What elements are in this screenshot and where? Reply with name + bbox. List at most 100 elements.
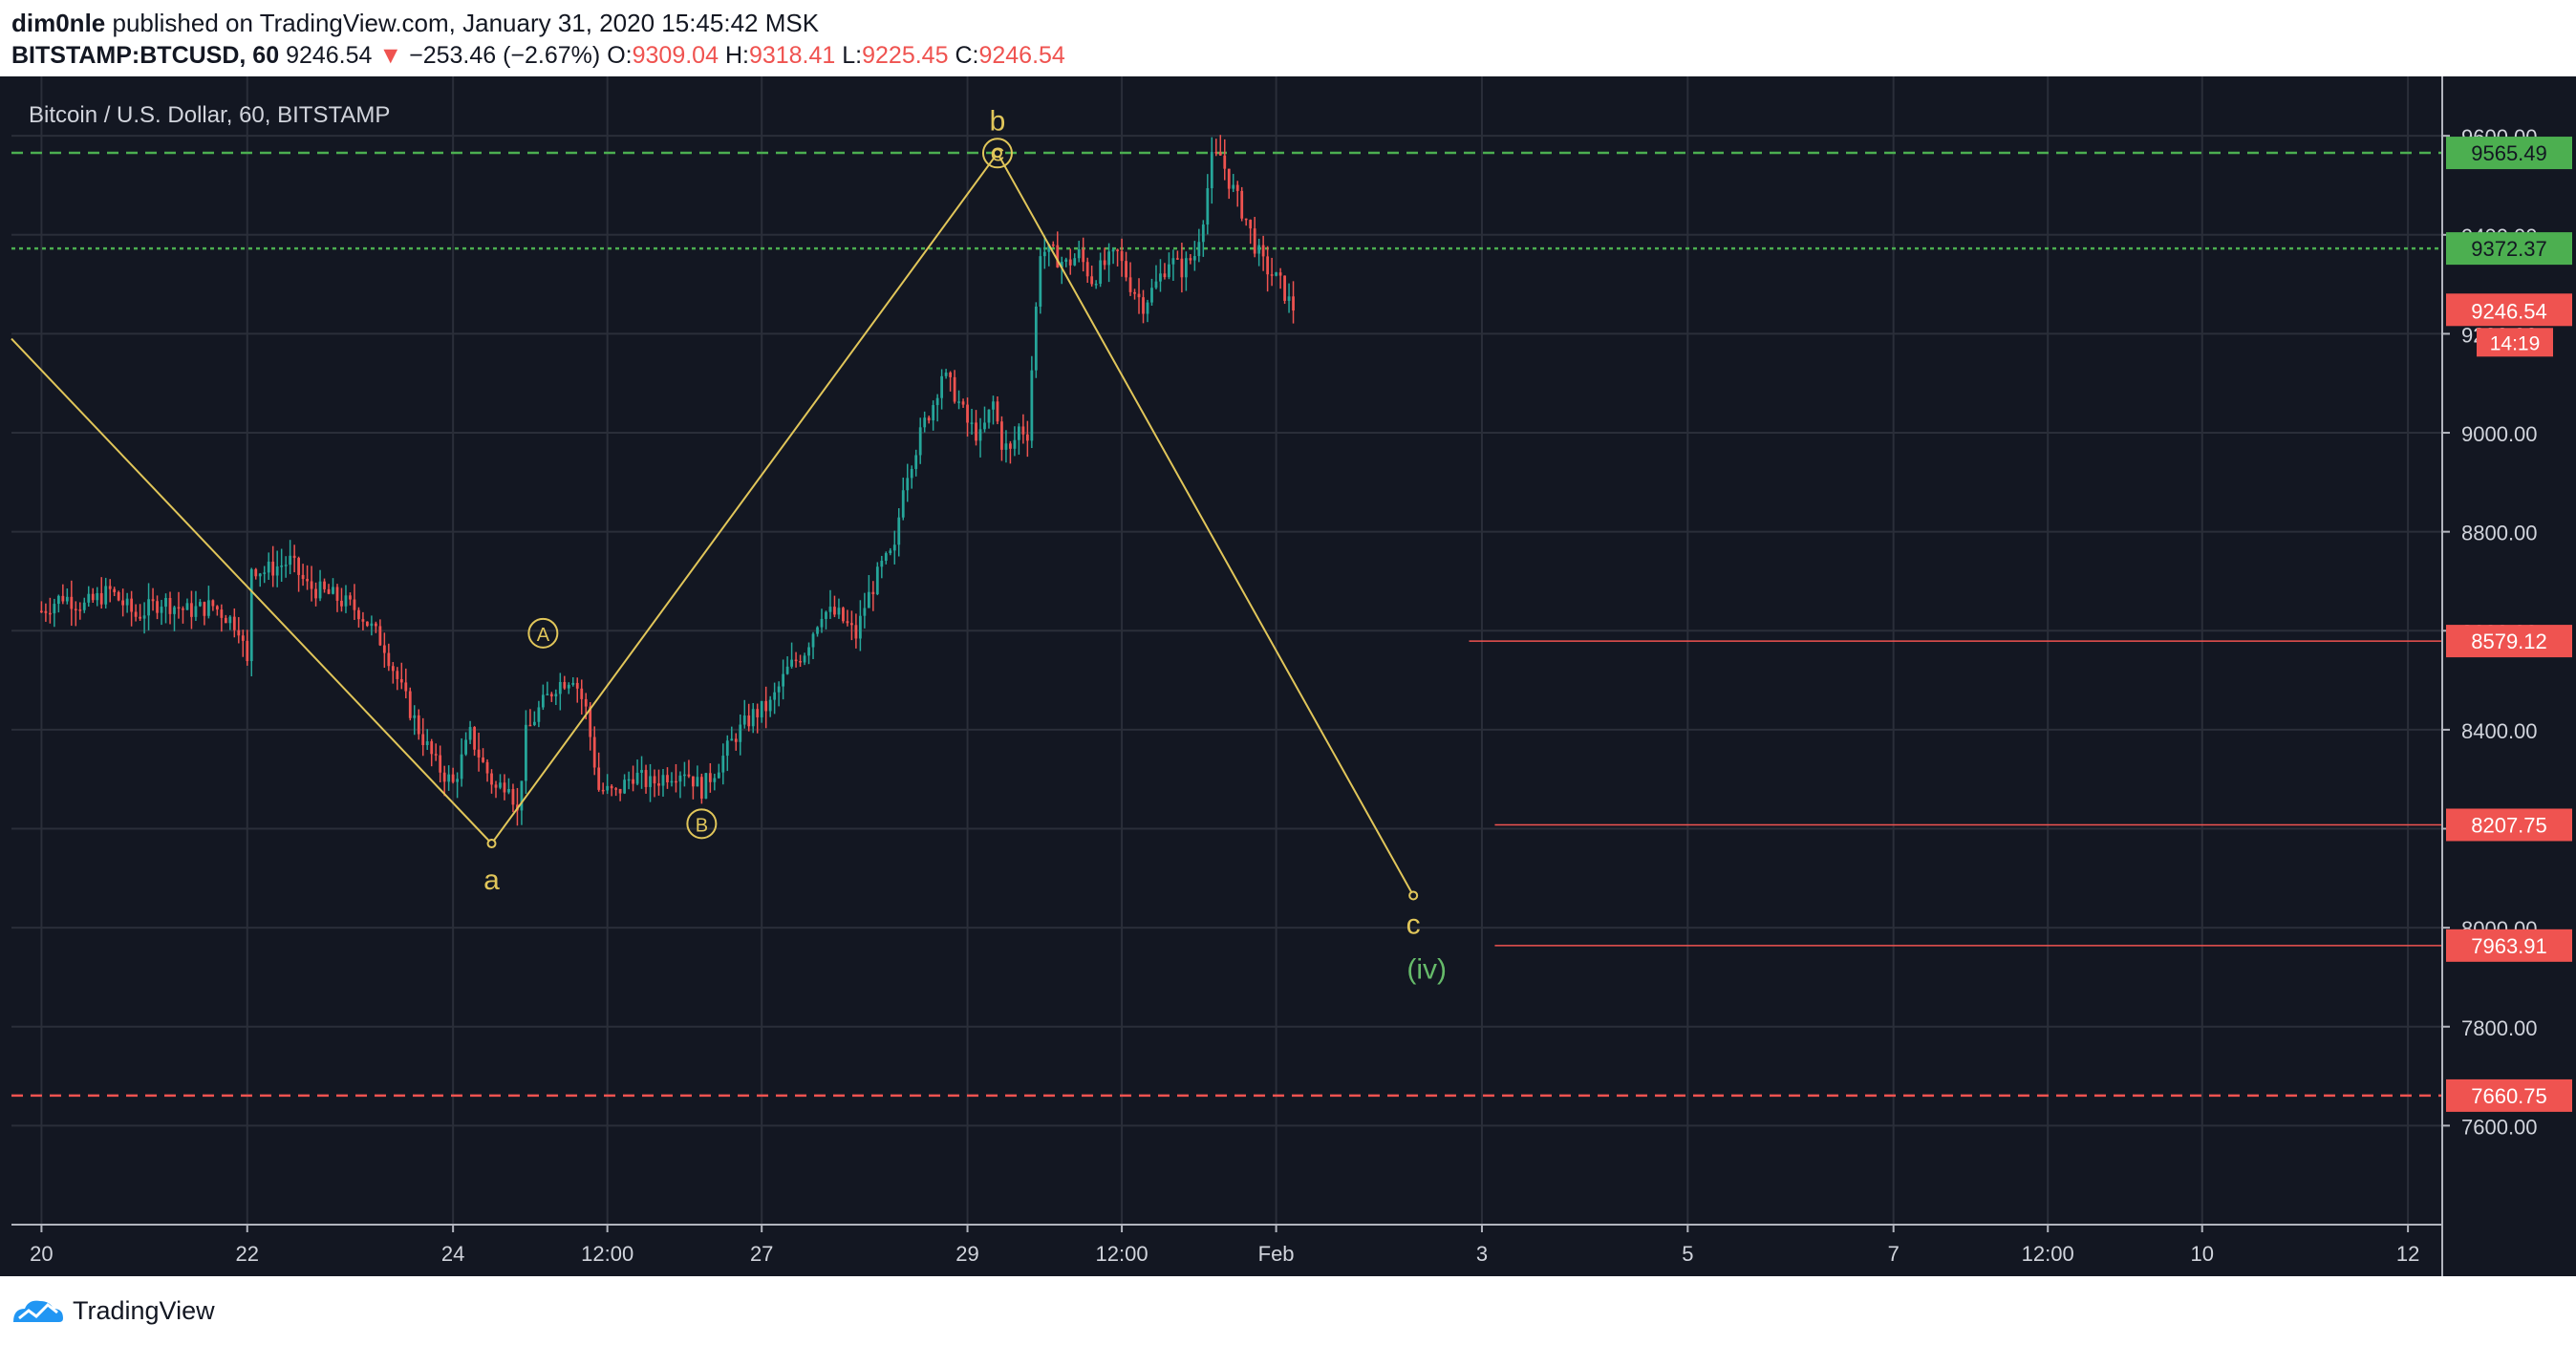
candle-body xyxy=(232,616,236,630)
candle-body xyxy=(627,779,631,781)
candle-body xyxy=(267,561,270,573)
candle-body xyxy=(751,709,755,727)
candle-body xyxy=(666,775,669,782)
down-arrow-icon: ▼ xyxy=(378,42,403,69)
candle-body xyxy=(1068,259,1072,266)
candle-body xyxy=(1000,421,1003,450)
candle-body xyxy=(816,627,819,634)
time-tick-label: 12:00 xyxy=(2022,1242,2074,1266)
candle-body xyxy=(499,782,502,788)
candle-body xyxy=(1223,155,1227,169)
candle-body xyxy=(940,375,944,398)
candle-body xyxy=(756,709,760,717)
price-axis-labels: 9565.49 9372.37 8579.12 8207.75 7963.91 7660.… xyxy=(2446,137,2572,1112)
candle-body xyxy=(820,618,824,628)
candle-body xyxy=(503,782,506,793)
candle-body xyxy=(318,581,322,599)
candle-body xyxy=(713,778,717,782)
wave-label-b: b xyxy=(990,105,1006,137)
level-price-tag xyxy=(2446,137,2572,170)
candle-body xyxy=(323,581,326,589)
candle-body xyxy=(863,608,867,616)
candle-body xyxy=(717,772,720,779)
candle-body xyxy=(382,645,386,653)
candle-body xyxy=(177,607,181,609)
candle-body xyxy=(987,409,991,423)
candle-body xyxy=(306,579,309,582)
author-name[interactable]: dim0nle xyxy=(11,9,106,37)
time-tick-label: 20 xyxy=(30,1242,53,1266)
candle-body xyxy=(739,724,742,742)
time-tick-label: 3 xyxy=(1476,1242,1488,1266)
candle-body xyxy=(396,671,399,679)
candle-body xyxy=(182,608,184,610)
candle-body xyxy=(275,566,279,576)
wave-label-a: a xyxy=(483,865,500,896)
level-price-label: 9372.37 xyxy=(2471,237,2547,261)
level-price-tag xyxy=(2446,808,2572,842)
candle-body xyxy=(1103,260,1106,266)
candle-body xyxy=(597,767,601,790)
countdown-label: 14:19 xyxy=(2490,332,2541,354)
candle-body xyxy=(892,544,896,551)
candle-body xyxy=(949,373,952,377)
candle-body xyxy=(344,595,348,607)
wave-circle xyxy=(527,617,559,649)
wave-label-iv: (iv) xyxy=(1406,954,1447,986)
candle-body xyxy=(48,612,52,615)
candle-body xyxy=(194,606,198,617)
candle-body xyxy=(897,517,901,545)
candle-body xyxy=(589,706,592,737)
candle-body xyxy=(1257,245,1261,254)
open-value: 9309.04 xyxy=(632,42,719,69)
publish-info: dim0nle published on TradingView.com, Ja… xyxy=(11,6,819,40)
candle-body xyxy=(803,655,806,663)
candle-body xyxy=(961,401,965,405)
candle-body xyxy=(74,608,77,610)
close-label: C: xyxy=(955,42,979,69)
candle-body xyxy=(473,727,476,750)
candle-body xyxy=(1159,273,1162,282)
candle-body xyxy=(104,586,108,605)
price-tick-label: 9000.00 xyxy=(2461,422,2538,446)
countdown-tag xyxy=(2477,328,2553,357)
candle-body xyxy=(1047,244,1051,252)
candle-body xyxy=(224,617,227,624)
candle-body xyxy=(649,776,652,787)
candle-body xyxy=(764,700,768,712)
candle-body xyxy=(683,774,686,777)
candle-body xyxy=(708,773,712,782)
elliott-wave-lines[interactable]: a b c (iv) A B C xyxy=(11,105,1447,986)
candle-body xyxy=(147,599,150,616)
candle-body xyxy=(1146,302,1149,314)
footer-brand[interactable]: TradingView xyxy=(73,1295,215,1325)
candle-body xyxy=(889,550,892,554)
time-axis[interactable]: 20 22 24 12:00 27 29 12:00 Feb 3 5 7 12:00 10 12 xyxy=(30,1225,2419,1266)
candle-body xyxy=(335,587,339,601)
candle-body xyxy=(653,776,656,784)
candle-body xyxy=(520,780,524,811)
time-tick-label: 24 xyxy=(441,1242,464,1266)
candle-body xyxy=(927,417,931,421)
candle-body xyxy=(696,777,699,787)
candle-body xyxy=(1073,258,1077,266)
candle-body xyxy=(1163,273,1167,278)
candle-body xyxy=(434,754,438,756)
candle-body xyxy=(661,775,665,786)
candle-body xyxy=(957,401,960,403)
candle-body xyxy=(507,788,510,793)
price-axis-background[interactable] xyxy=(2442,76,2576,1276)
candle-body xyxy=(532,721,536,725)
candlestick-series xyxy=(40,135,1295,826)
tradingview-logo-icon[interactable] xyxy=(11,1295,65,1326)
candle-body xyxy=(541,694,545,708)
candle-body xyxy=(1094,284,1098,286)
candle-body xyxy=(494,784,498,788)
candle-body xyxy=(391,666,395,672)
candle-body xyxy=(785,666,789,674)
candle-body xyxy=(511,788,515,805)
candle-body xyxy=(571,682,575,685)
price-chart[interactable]: abc(iv)ABC 7600.007800.008000.008200.008… xyxy=(0,76,2576,1276)
candle-body xyxy=(537,707,541,722)
candle-body xyxy=(747,715,751,727)
